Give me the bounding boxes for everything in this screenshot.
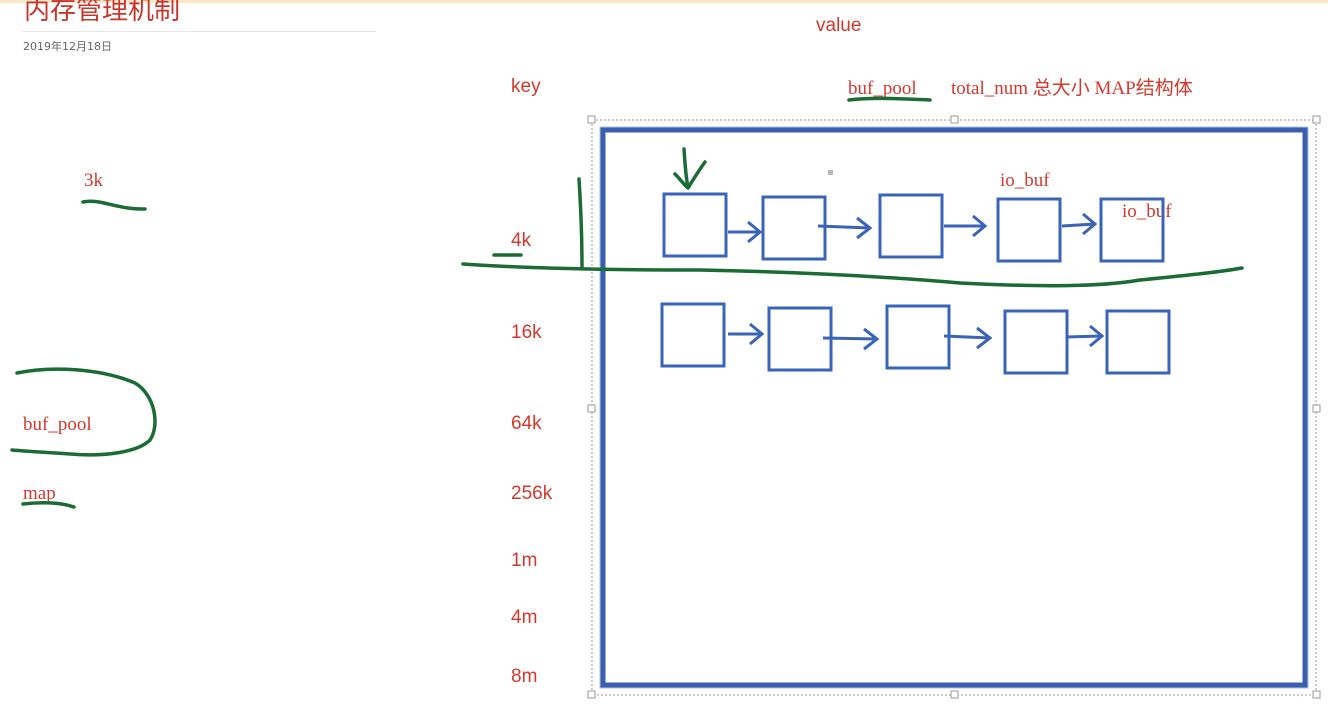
io-buf-node	[660, 302, 726, 368]
buf-pool-header: buf_pool	[848, 78, 917, 99]
title-divider	[22, 31, 376, 32]
page-date: 2019年12月18日	[23, 40, 112, 53]
selection-outline	[587, 115, 1321, 699]
io-buf-node	[1099, 197, 1165, 263]
io-buf-node	[767, 306, 833, 372]
map-note: map	[23, 483, 56, 504]
key-8m: 8m	[511, 666, 538, 687]
io-buf-node	[996, 197, 1062, 263]
next-pointer-arrows	[728, 322, 1105, 351]
io-buf-node	[1105, 309, 1171, 375]
page-title: 内存管理机制	[24, 0, 181, 26]
io-buf-node	[878, 193, 944, 259]
top-edge-strip	[0, 0, 1328, 3]
row-16k-linked-list	[660, 302, 1171, 375]
size-note-3k: 3k	[84, 170, 103, 191]
io-buf-node	[761, 195, 827, 261]
key-4k: 4k	[511, 230, 532, 251]
io-buf-label-b: io_buf	[1122, 201, 1172, 222]
green-ink-annotations	[10, 96, 1244, 509]
value-column-label: value	[816, 15, 862, 36]
key-4m: 4m	[511, 607, 538, 628]
key-1m: 1m	[511, 550, 538, 571]
value-description: total_num 总大小 MAP结构体	[951, 78, 1193, 99]
io-buf-node	[662, 192, 728, 258]
io-buf-node	[885, 304, 951, 370]
key-64k: 64k	[511, 413, 542, 434]
io-buf-node	[1003, 309, 1069, 375]
buf-pool-note: buf_pool	[23, 414, 92, 435]
row-4k-linked-list	[662, 192, 1165, 263]
io-buf-label-a: io_buf	[1000, 170, 1050, 191]
key-16k: 16k	[511, 322, 542, 343]
next-pointer-arrows	[728, 212, 1098, 244]
value-container-frame	[600, 127, 1308, 688]
key-column-label: key	[511, 76, 541, 97]
key-256k: 256k	[511, 483, 553, 504]
